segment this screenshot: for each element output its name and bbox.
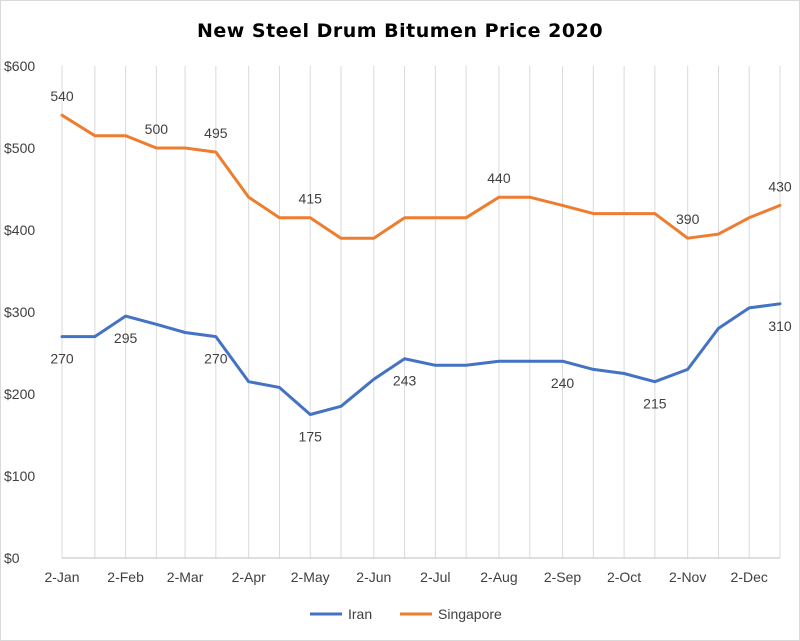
data-label-singapore: 440 xyxy=(487,170,511,186)
data-point-singapore xyxy=(434,216,437,219)
data-label-iran: 243 xyxy=(393,373,417,389)
x-tick-label: 2-Jan xyxy=(44,569,79,585)
data-label-singapore: 495 xyxy=(204,125,228,141)
data-point-singapore xyxy=(592,212,595,215)
data-point-singapore xyxy=(779,204,782,207)
data-point-singapore xyxy=(61,114,64,117)
data-label-iran: 295 xyxy=(114,330,138,346)
data-point-singapore xyxy=(278,216,281,219)
data-point-singapore xyxy=(309,216,312,219)
data-point-iran xyxy=(561,360,564,363)
data-point-iran xyxy=(686,368,689,371)
data-point-singapore xyxy=(247,196,250,199)
axes: $0 $100 $200 $300 $400 $500 $600 2-Jan 2-Feb 2-Ma… xyxy=(4,58,780,585)
data-label-iran: 270 xyxy=(50,351,74,367)
data-label-iran: 240 xyxy=(551,375,575,391)
x-tick-label: 2-Jun xyxy=(356,569,391,585)
y-tick-label: $0 xyxy=(4,550,20,566)
data-point-singapore xyxy=(623,212,626,215)
data-point-singapore xyxy=(403,216,406,219)
data-point-iran xyxy=(623,372,626,375)
data-point-iran xyxy=(278,386,281,389)
grid xyxy=(61,66,781,558)
series-line-singapore xyxy=(60,113,782,240)
data-point-singapore xyxy=(124,134,127,137)
data-point-singapore xyxy=(93,134,96,137)
x-tick-label: 2-Aug xyxy=(480,569,517,585)
data-point-iran xyxy=(403,357,406,360)
data-label-singapore: 500 xyxy=(145,121,169,137)
data-point-iran xyxy=(465,364,468,367)
legend: Iran Singapore xyxy=(310,606,502,622)
data-point-singapore xyxy=(748,216,751,219)
y-tick-label: $200 xyxy=(4,386,35,402)
data-point-singapore xyxy=(561,204,564,207)
x-tick-label: 2-Feb xyxy=(107,569,144,585)
data-point-singapore xyxy=(686,237,689,240)
data-point-iran xyxy=(309,413,312,416)
data-label-iran: 270 xyxy=(204,351,228,367)
y-tick-label: $400 xyxy=(4,222,35,238)
x-tick-label: 2-May xyxy=(291,569,330,585)
data-label-singapore: 430 xyxy=(768,178,792,194)
data-point-iran xyxy=(748,306,751,309)
x-tick-label: 2-Jul xyxy=(420,569,450,585)
data-point-singapore xyxy=(465,216,468,219)
data-label-singapore: 540 xyxy=(50,88,74,104)
data-point-iran xyxy=(779,302,782,305)
x-tick-label: 2-Dec xyxy=(731,569,768,585)
data-point-singapore xyxy=(155,147,158,150)
x-tick-label: 2-Nov xyxy=(669,569,706,585)
data-point-iran xyxy=(61,335,64,338)
data-point-singapore xyxy=(339,237,342,240)
data-point-singapore xyxy=(214,151,217,154)
x-tick-label: 2-Mar xyxy=(167,569,204,585)
data-point-singapore xyxy=(528,196,531,199)
chart-title: New Steel Drum Bitumen Price 2020 xyxy=(197,20,603,42)
series-layer xyxy=(60,113,782,416)
data-point-iran xyxy=(247,380,250,383)
y-tick-label: $100 xyxy=(4,468,35,484)
x-tick-label: 2-Apr xyxy=(232,569,267,585)
data-point-singapore xyxy=(717,233,720,236)
data-point-iran xyxy=(434,364,437,367)
data-point-singapore xyxy=(497,196,500,199)
data-label-singapore: 390 xyxy=(676,211,700,227)
x-tick-label: 2-Oct xyxy=(607,569,641,585)
data-point-iran xyxy=(592,368,595,371)
y-tick-label: $300 xyxy=(4,304,35,320)
y-tick-label: $500 xyxy=(4,140,35,156)
data-point-iran xyxy=(717,327,720,330)
data-point-singapore xyxy=(653,212,656,215)
data-point-iran xyxy=(214,335,217,338)
data-point-singapore xyxy=(184,147,187,150)
data-point-iran xyxy=(372,378,375,381)
data-label-singapore: 415 xyxy=(299,191,323,207)
data-label-iran: 310 xyxy=(768,318,792,334)
series-line-iran xyxy=(60,302,782,416)
data-point-iran xyxy=(184,331,187,334)
data-point-iran xyxy=(124,315,127,318)
data-label-iran: 215 xyxy=(643,396,667,412)
data-point-iran xyxy=(497,360,500,363)
legend-label: Iran xyxy=(348,606,372,622)
data-labels: 270 295 270 175 243 240 215 310 540 500 495 415 440 3… xyxy=(50,88,792,444)
legend-item-iran: Iran xyxy=(310,606,372,622)
legend-label: Singapore xyxy=(438,606,502,622)
data-point-iran xyxy=(93,335,96,338)
legend-item-singapore: Singapore xyxy=(400,606,502,622)
data-point-iran xyxy=(155,323,158,326)
data-point-iran xyxy=(653,380,656,383)
data-point-iran xyxy=(339,405,342,408)
data-point-singapore xyxy=(372,237,375,240)
data-point-iran xyxy=(528,360,531,363)
y-tick-label: $600 xyxy=(4,58,35,74)
x-tick-label: 2-Sep xyxy=(544,569,582,585)
data-label-iran: 175 xyxy=(299,429,323,445)
